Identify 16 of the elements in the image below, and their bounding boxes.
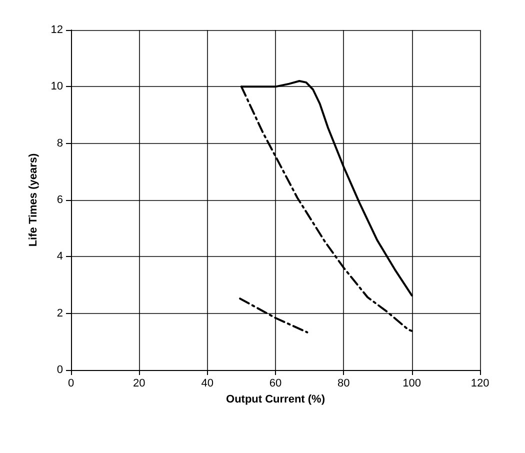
x-tick-label: 120 xyxy=(470,378,490,390)
x-tick-label: 80 xyxy=(338,378,350,390)
y-axis-title: Life Times (years) xyxy=(28,152,40,247)
y-tick-label: 2 xyxy=(56,307,63,320)
y-tick-label: 4 xyxy=(56,250,63,263)
y-tick-label: 0 xyxy=(56,364,63,376)
x-tick-label: 100 xyxy=(402,378,422,390)
y-tick-label: 6 xyxy=(56,194,63,206)
y-tick-label: 8 xyxy=(56,137,63,150)
x-axis-title: Output Current (%) xyxy=(226,394,326,406)
x-tick-label: 0 xyxy=(68,378,74,390)
x-tick-label: 60 xyxy=(269,378,282,390)
x-tick-label: 40 xyxy=(201,378,214,390)
y-tick-label: 10 xyxy=(50,80,63,93)
x-tick-label: 20 xyxy=(133,378,146,390)
y-tick-label: 12 xyxy=(50,24,63,36)
